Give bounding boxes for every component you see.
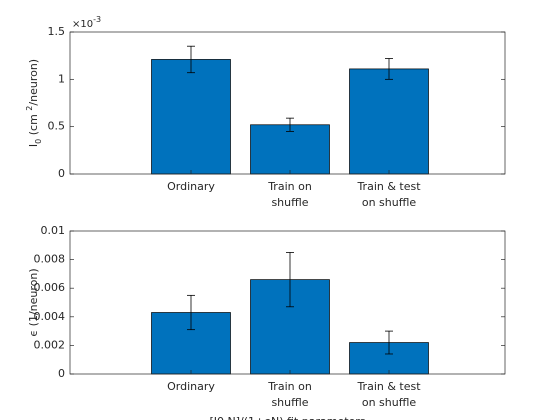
- y-exponent-base: ×10: [72, 19, 93, 30]
- bar: [349, 68, 429, 175]
- bar: [151, 59, 231, 175]
- error-bar: [385, 58, 393, 80]
- bar: [250, 124, 330, 175]
- y-tick-label: 0.5: [48, 120, 66, 133]
- y-axis-label-part: I: [27, 144, 40, 147]
- x-tick-label: on shuffle: [362, 196, 417, 209]
- y-exponent-power: -3: [93, 15, 101, 24]
- error-bar: [286, 117, 294, 132]
- y-tick-label: 0: [58, 367, 65, 380]
- x-tick-label: Train on: [267, 380, 312, 393]
- y-axis-label-part: ϵ: [27, 330, 40, 337]
- x-tick-label: shuffle: [271, 196, 308, 209]
- axes-box: [69, 230, 506, 375]
- error-bar: [187, 294, 195, 331]
- x-tick-label: Ordinary: [167, 380, 215, 393]
- y-tick-label: 0.004: [34, 310, 66, 323]
- y-exponent: ×10-3: [72, 15, 101, 30]
- x-tick-label: Train & test: [356, 380, 421, 393]
- y-axis-label-part: /neuron): [27, 59, 40, 106]
- y-tick-label: 0.006: [34, 281, 66, 294]
- y-tick-label: 1.5: [48, 25, 66, 38]
- error-bar: [286, 252, 294, 308]
- y-tick-label: 0.002: [34, 338, 66, 351]
- y-tick-label: 1: [58, 72, 65, 85]
- y-tick-label: 0.008: [34, 253, 66, 266]
- x-tick-label: shuffle: [271, 396, 308, 409]
- error-bar: [187, 45, 195, 74]
- y-axis-label-part: (1/neuron): [27, 268, 40, 329]
- x-tick-label: Train on: [267, 180, 312, 193]
- x-tick-label: Train & test: [356, 180, 421, 193]
- y-axis-label: ϵ (1/neuron): [27, 268, 40, 336]
- axes-box: [69, 31, 506, 175]
- y-axis-label-part: (cm: [27, 111, 40, 139]
- y-tick-label: 0: [58, 167, 65, 180]
- x-tick-label: on shuffle: [362, 396, 417, 409]
- x-tick-label: Ordinary: [167, 180, 215, 193]
- y-tick-label: 0.01: [41, 224, 66, 237]
- error-bar: [385, 330, 393, 355]
- y-axis-label: I0 (cm 2/neuron): [25, 59, 43, 147]
- y-axis-label-part: 2: [25, 106, 34, 111]
- x-axis-label: [I0 N]/(1+ϵN) fit parameters: [209, 415, 365, 420]
- y-axis-label-part: 0: [34, 139, 43, 144]
